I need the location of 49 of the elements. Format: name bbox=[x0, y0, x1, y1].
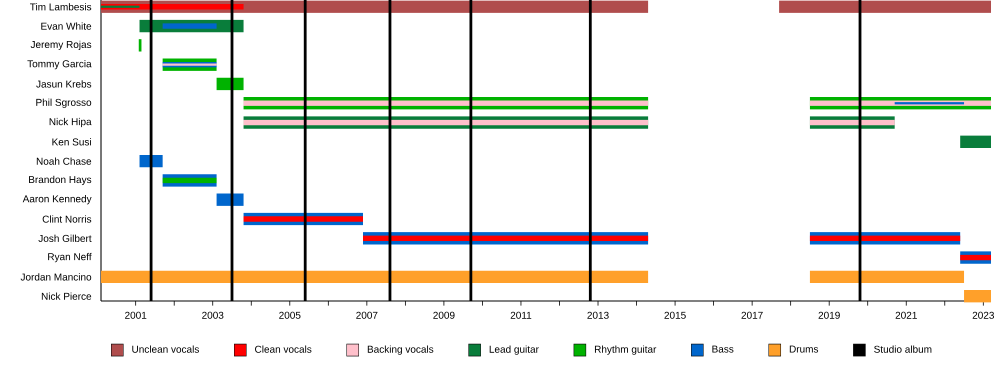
bar bbox=[138, 39, 142, 52]
bar bbox=[101, 270, 648, 284]
y-tick-label: Brandon Hays bbox=[29, 176, 92, 186]
y-tick-label: Nick Hipa bbox=[50, 118, 92, 128]
y-tick-label: Ryan Neff bbox=[48, 252, 92, 262]
x-tick-label: 2003 bbox=[202, 312, 224, 319]
bar bbox=[244, 216, 363, 222]
legend-label: Clean vocals bbox=[255, 345, 312, 353]
y-tick-label: Ken Susi bbox=[52, 138, 91, 146]
x-tick-label: 2011 bbox=[510, 312, 532, 319]
bar bbox=[810, 236, 960, 241]
y-tick-label: Jeremy Rojas bbox=[30, 40, 92, 50]
legend-label: Lead guitar bbox=[490, 345, 539, 355]
bar bbox=[960, 136, 992, 148]
y-tick-label: Jasun Krebs bbox=[36, 80, 92, 88]
legend-label: Drums bbox=[790, 346, 818, 353]
legend-label: Studio album bbox=[874, 345, 932, 353]
y-tick-label: Phil Sgrosso bbox=[36, 98, 92, 108]
y-tick-label: Evan White bbox=[41, 22, 92, 30]
y-tick-label: Aaron Kennedy bbox=[22, 195, 92, 204]
legend-label: Rhythm guitar bbox=[594, 345, 656, 355]
legend-label: Backing vocals bbox=[368, 345, 434, 355]
y-tick-label: Tommy Garcia bbox=[27, 60, 92, 70]
x-tick-label: 2015 bbox=[664, 312, 686, 319]
bar bbox=[244, 120, 648, 126]
y-tick-label: Nick Pierce bbox=[42, 292, 92, 300]
bar bbox=[362, 236, 648, 241]
y-tick-label: Jordan Mancino bbox=[20, 273, 92, 281]
x-tick-label: 2013 bbox=[587, 312, 609, 319]
y-tick-label: Josh Gilbert bbox=[38, 234, 92, 242]
y-tick-label: Noah Chase bbox=[36, 157, 92, 165]
bar bbox=[964, 290, 992, 302]
bar bbox=[779, 0, 992, 13]
legend-label: Unclean vocals bbox=[132, 345, 199, 353]
bar bbox=[960, 254, 992, 260]
x-tick-label: 2007 bbox=[356, 312, 378, 319]
x-tick-label: 2005 bbox=[279, 312, 300, 319]
x-tick-label: 2001 bbox=[125, 312, 146, 319]
bar bbox=[244, 100, 648, 106]
bar bbox=[810, 270, 964, 284]
x-tick-label: 2021 bbox=[896, 312, 917, 319]
x-tick-label: 2009 bbox=[433, 312, 455, 319]
x-tick-label: 2019 bbox=[818, 312, 840, 319]
bar bbox=[216, 194, 244, 206]
x-tick-label: 2023 bbox=[972, 312, 994, 319]
legend-label: Bass bbox=[712, 346, 734, 353]
y-tick-label: Tim Lambesis bbox=[30, 3, 92, 10]
y-tick-label: Clint Norris bbox=[42, 215, 92, 223]
x-tick-label: 2017 bbox=[742, 312, 763, 319]
